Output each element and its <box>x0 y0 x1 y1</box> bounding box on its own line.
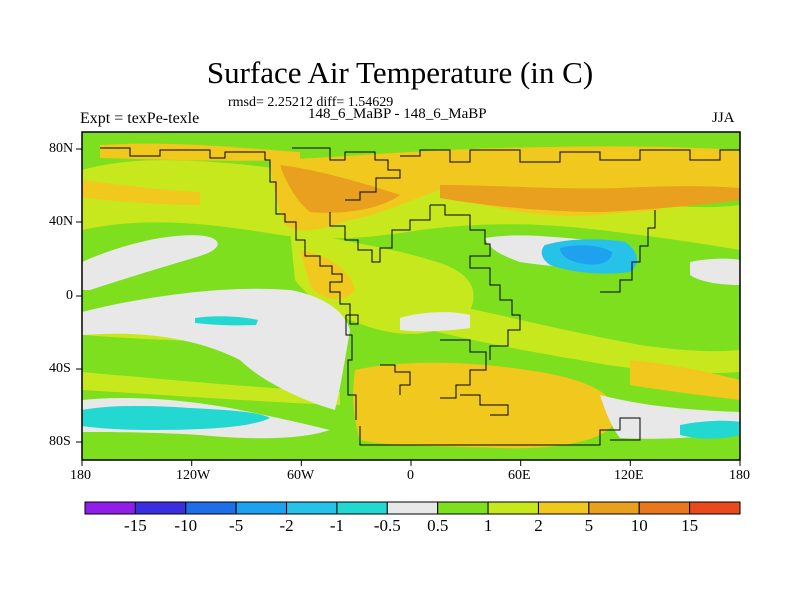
colorbar-swatch <box>638 501 691 515</box>
lat-tick-label: 0 <box>66 288 73 303</box>
colorbar-swatch <box>286 501 338 515</box>
colorbar-swatch <box>689 501 741 515</box>
colorbar-swatch <box>336 501 388 515</box>
lat-tick-label: 40S <box>49 361 71 376</box>
colorbar-swatch <box>487 501 539 515</box>
colorbar-swatch <box>437 501 489 515</box>
coastlines <box>100 147 740 446</box>
colorbar <box>84 501 741 515</box>
map-title: Surface Air Temperature (in C) <box>206 55 594 90</box>
axis-ticks <box>76 148 741 466</box>
colorbar-swatch <box>134 501 187 515</box>
season-label: JJA <box>712 110 735 126</box>
lat-tick-label: 80N <box>49 141 74 156</box>
experiment-label: Expt = texPe-texle <box>80 110 200 127</box>
lat-tick-label: 40N <box>49 214 74 229</box>
temperature-field <box>82 132 740 460</box>
map-subtitle: 148_6_MaBP - 148_6_MaBP <box>308 106 487 122</box>
colorbar-swatch <box>588 501 640 515</box>
lon-tick-label: 60E <box>508 468 531 483</box>
lon-tick-label: 180 <box>729 468 750 483</box>
stats-text: rmsd= 2.25212 diff= 1.54629 <box>228 95 394 110</box>
colorbar-swatch <box>84 501 136 515</box>
lon-tick-label: 60W <box>287 468 315 483</box>
lat-tick-label: 80S <box>49 434 71 449</box>
lon-tick-label: 120E <box>614 468 644 483</box>
colorbar-swatch <box>235 501 288 515</box>
colorbar-swatch <box>185 501 237 515</box>
colorbar-swatch <box>386 501 439 515</box>
lon-tick-label: 120W <box>176 468 211 483</box>
colorbar-swatch <box>537 501 590 515</box>
lon-tick-label: 0 <box>407 468 414 483</box>
lon-tick-label: 180 <box>70 468 91 483</box>
